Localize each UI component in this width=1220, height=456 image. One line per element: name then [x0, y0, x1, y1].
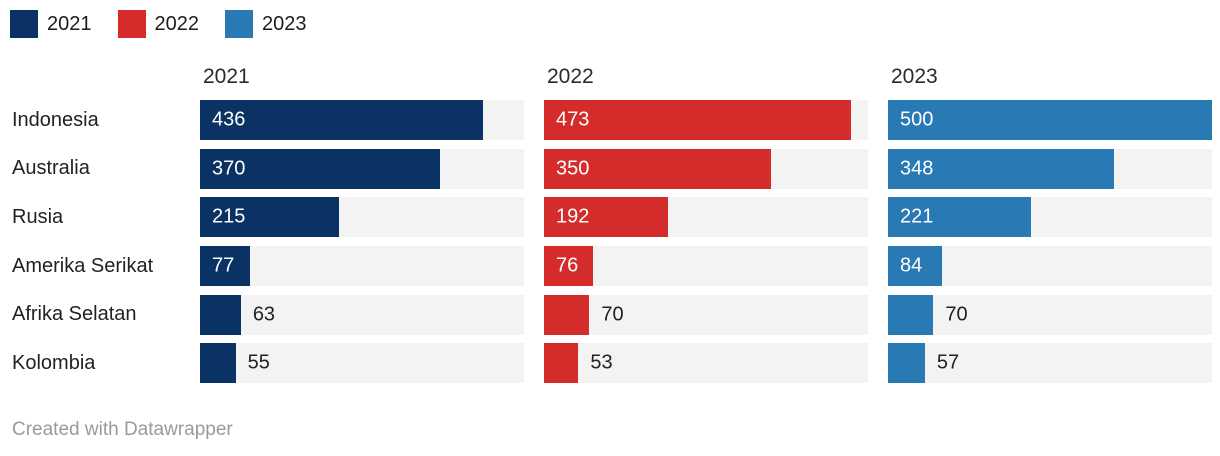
column-header-spacer	[0, 64, 180, 90]
chart-rows: Indonesia 436 473 500 Australia 370 350 348 Rusi…	[0, 100, 1212, 384]
bar-2021-amerika-serikat[interactable]	[200, 246, 250, 287]
bar-2023-rusia[interactable]	[888, 197, 1032, 238]
legend-label: 2022	[154, 13, 200, 35]
bar-track-2021: 370	[200, 148, 524, 189]
bar-track-2023: 57	[888, 343, 1212, 384]
bar-track-2021: 55	[200, 343, 524, 384]
bar-2022-amerika-serikat[interactable]	[544, 246, 594, 287]
category-label: Australia	[12, 157, 90, 180]
bar-2023-australia[interactable]	[888, 148, 1114, 189]
value-label: 76	[556, 254, 579, 277]
bar-track-2021: 77	[200, 246, 524, 287]
bar-track-2023: 348	[888, 148, 1212, 189]
bar-track-2023: 500	[888, 100, 1212, 140]
bar-2023-indonesia[interactable]	[888, 100, 1212, 140]
value-label: 348	[900, 157, 934, 180]
legend-item-2023: 2023	[225, 10, 307, 38]
value-label: 500	[900, 108, 934, 131]
bar-track-2023: 70	[888, 294, 1212, 335]
bar-track-2023: 84	[888, 246, 1212, 287]
legend-item-2021: 2021	[10, 10, 92, 38]
bar-2022-afrika-selatan[interactable]	[544, 294, 590, 335]
bar-track-2021: 63	[200, 294, 524, 335]
legend-swatch-2023	[225, 10, 253, 38]
value-label: 370	[212, 157, 246, 180]
category-label: Amerika Serikat	[12, 254, 154, 277]
column-header-2021: 2021	[203, 65, 250, 88]
chart-row: Rusia 215 192 221	[0, 197, 1212, 238]
bar-2023-amerika-serikat[interactable]	[888, 246, 943, 287]
bar-track-2021: 436	[200, 100, 524, 140]
column-header-2022: 2022	[547, 65, 594, 88]
chart-row: Indonesia 436 473 500	[0, 100, 1212, 140]
category-label: Indonesia	[12, 108, 99, 131]
legend-swatch-2022	[117, 10, 146, 38]
chart-row: Amerika Serikat 77 76 84	[0, 246, 1212, 287]
bar-2023-afrika-selatan[interactable]	[888, 294, 934, 335]
bar-track-2022: 76	[544, 246, 868, 287]
value-label: 436	[212, 108, 246, 131]
category-label: Kolombia	[12, 351, 96, 374]
legend-label: 2021	[47, 13, 92, 35]
category-label: Afrika Selatan	[12, 303, 137, 326]
bar-track-2022: 192	[544, 197, 868, 238]
bar-2023-kolombia[interactable]	[888, 343, 925, 384]
bar-2021-kolombia[interactable]	[200, 343, 236, 384]
legend-item-2022: 2022	[117, 10, 200, 38]
value-label: 53	[590, 351, 613, 374]
bar-2022-kolombia[interactable]	[544, 343, 579, 384]
value-label: 350	[556, 157, 590, 180]
chart-row: Kolombia 55 53 57	[0, 343, 1212, 384]
value-label: 77	[212, 254, 235, 277]
bar-2021-rusia[interactable]	[200, 197, 340, 238]
bar-2022-rusia[interactable]	[544, 197, 669, 238]
value-label: 215	[212, 205, 246, 228]
bar-track-2022: 350	[544, 148, 868, 189]
value-label: 55	[247, 351, 270, 374]
chart-row: Australia 370 350 348	[0, 148, 1212, 189]
legend-swatch-2021	[10, 10, 38, 38]
legend-label: 2023	[262, 13, 307, 35]
bar-2021-indonesia[interactable]	[200, 100, 483, 140]
value-label: 63	[252, 303, 276, 326]
column-header-2023: 2023	[891, 65, 938, 88]
legend: 2021 2022 2023	[10, 10, 333, 38]
bar-track-2022: 53	[544, 343, 868, 384]
bar-2022-indonesia[interactable]	[544, 100, 851, 140]
attribution-text: Created with Datawrapper	[12, 419, 233, 440]
bar-track-2021: 215	[200, 197, 524, 238]
value-label: 70	[601, 303, 624, 326]
chart-row: Afrika Selatan 63 70 70	[0, 294, 1212, 335]
value-label: 70	[945, 303, 968, 326]
bar-2021-afrika-selatan[interactable]	[200, 294, 241, 335]
value-label: 57	[936, 351, 960, 374]
bar-2021-australia[interactable]	[200, 148, 440, 189]
bar-track-2022: 473	[544, 100, 868, 140]
bar-track-2023: 221	[888, 197, 1212, 238]
category-label: Rusia	[12, 205, 64, 228]
value-label: 84	[900, 254, 923, 277]
value-label: 221	[900, 205, 934, 228]
column-headers: 2021 2022 2023	[0, 64, 1212, 90]
value-label: 473	[556, 108, 590, 131]
value-label: 192	[556, 205, 590, 228]
bar-track-2022: 70	[544, 294, 868, 335]
bar-2022-australia[interactable]	[544, 148, 771, 189]
